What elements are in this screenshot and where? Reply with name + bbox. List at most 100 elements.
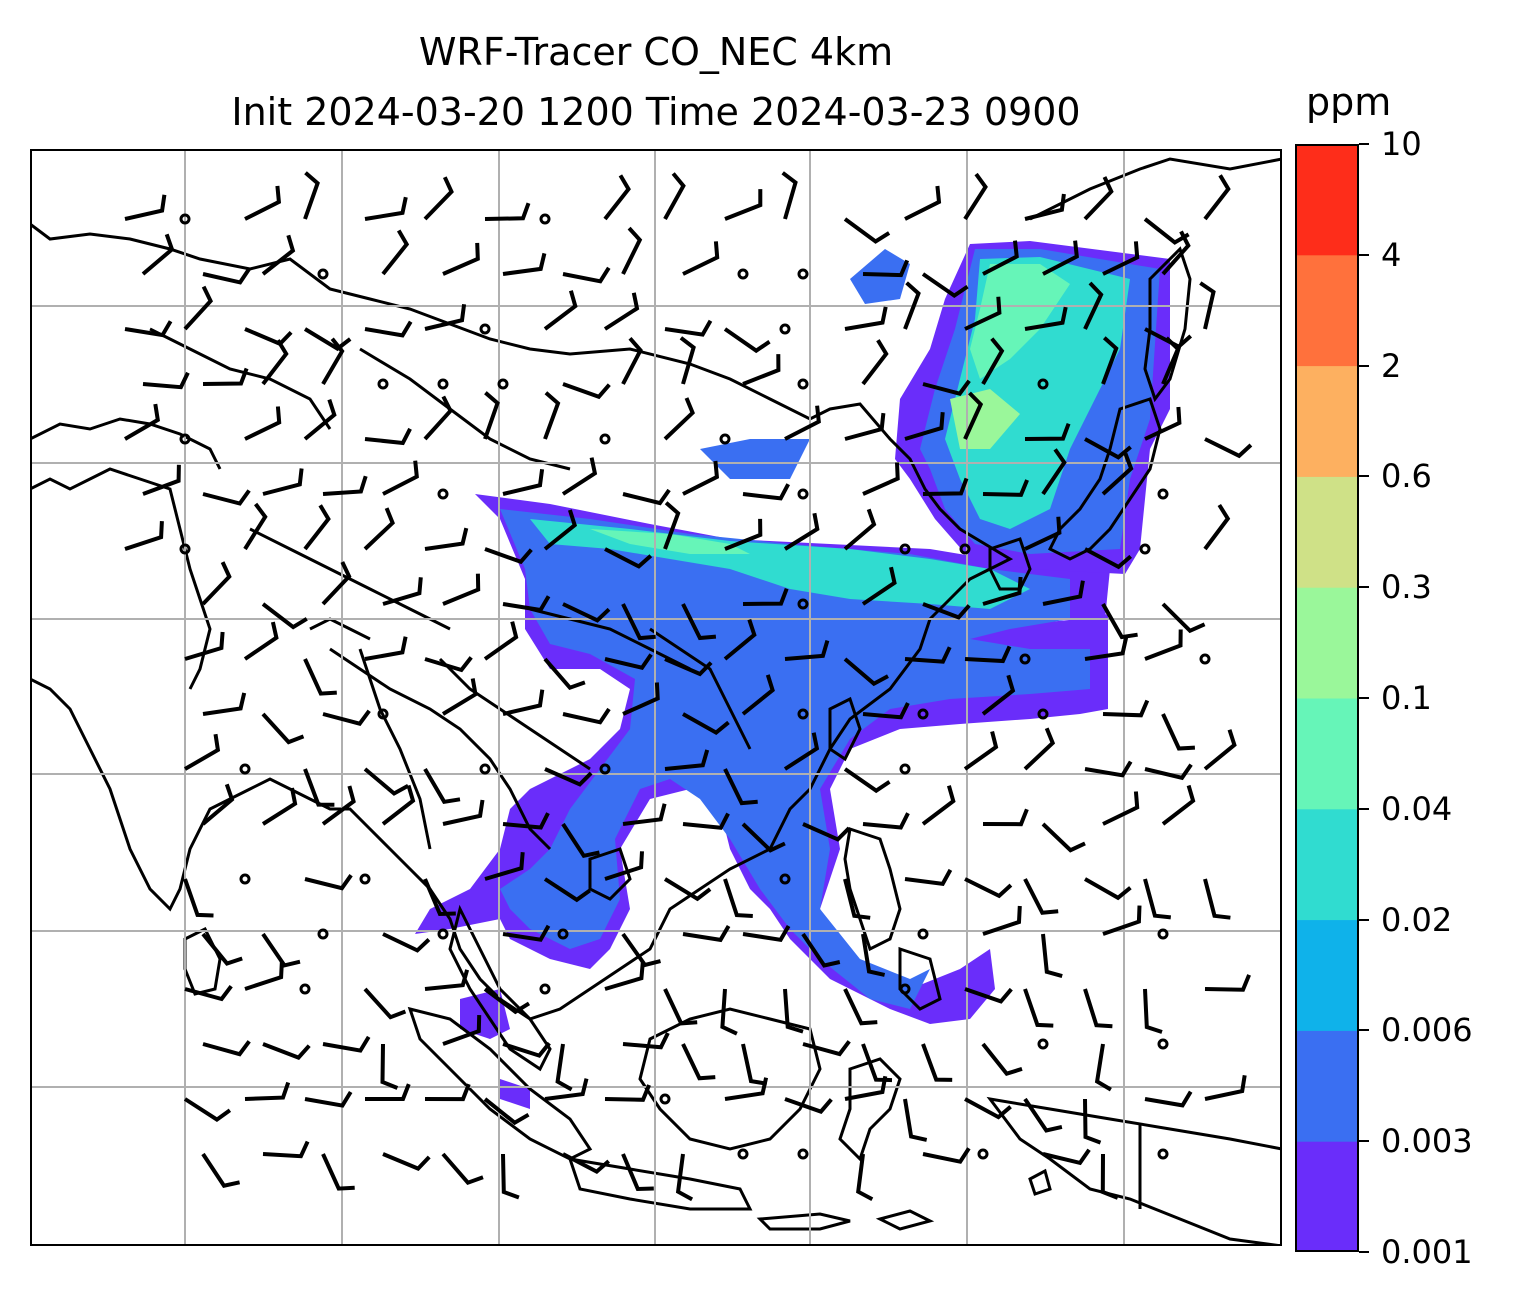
wind-barb (1024, 422, 1071, 441)
calm-wind-marker (797, 378, 809, 390)
wind-barb (1199, 281, 1216, 330)
colorbar-tick-mark (1359, 1140, 1369, 1143)
calm-wind-marker (899, 763, 911, 775)
colorbar-tick-label: 0.006 (1381, 1011, 1473, 1050)
colorbar-tick-mark (1359, 586, 1369, 589)
wind-barb (861, 339, 889, 386)
wind-barb (682, 241, 720, 276)
wind-barb (604, 851, 644, 881)
wind-barb (501, 1153, 520, 1200)
calm-wind-marker (359, 873, 371, 885)
wind-barb (364, 320, 413, 338)
wind-barb (664, 319, 713, 337)
wind-barb (183, 878, 214, 918)
wind-barb (261, 234, 296, 276)
wind-barb (922, 477, 969, 496)
wind-barb (621, 603, 656, 641)
wind-barb (904, 185, 942, 221)
wind-barb (483, 1097, 530, 1126)
wind-barb (201, 561, 232, 606)
wind-barb (982, 808, 1029, 827)
calm-wind-marker (239, 763, 251, 775)
calm-wind-marker (437, 928, 449, 940)
wind-barb (663, 397, 695, 441)
wind-barb (963, 391, 984, 440)
wind-barb (441, 678, 478, 716)
wind-barb (502, 595, 551, 613)
wind-barb (603, 174, 631, 221)
wind-barb (502, 689, 545, 716)
wind-barb (844, 412, 886, 441)
wind-barb (1143, 878, 1172, 920)
wind-barb (741, 1043, 768, 1086)
wind-barb (964, 296, 1002, 331)
colorbar-segment (1295, 919, 1359, 1031)
colorbar-tick-label: 0.001 (1381, 1233, 1473, 1271)
calm-wind-marker (779, 873, 791, 885)
wind-barb (202, 692, 247, 716)
wind-barb (442, 1015, 482, 1046)
wind-barb (1084, 760, 1133, 778)
wind-barb (1203, 878, 1231, 920)
wind-barb (1023, 727, 1056, 771)
colorbar-tick-label: 0.6 (1381, 457, 1432, 496)
wind-barb (844, 306, 888, 331)
wind-barb (382, 1152, 431, 1171)
wind-barb (483, 391, 500, 440)
wind-barb (364, 427, 412, 446)
calm-wind-marker (779, 323, 791, 335)
wind-barb (244, 406, 282, 441)
wind-barb (321, 1153, 355, 1191)
colorbar-tick-mark (1359, 364, 1369, 367)
wind-barb (544, 1078, 589, 1101)
wind-barb (183, 1097, 232, 1123)
wind-barb (562, 266, 611, 284)
wind-barb (424, 304, 467, 331)
colorbar-tick-label: 0.3 (1381, 568, 1432, 607)
title-line-2: Init 2024-03-20 1200 Time 2024-03-23 090… (231, 90, 1081, 134)
wind-barb (679, 336, 696, 385)
wind-barb (801, 932, 841, 968)
wind-barb (304, 874, 353, 891)
wind-barb (802, 822, 851, 842)
wind-barb (1102, 699, 1150, 718)
wind-barb (604, 962, 645, 991)
calm-wind-marker (377, 378, 389, 390)
tracer-concentration-field (415, 241, 1170, 1109)
calm-wind-marker (977, 1148, 989, 1160)
colorbar-tick-mark (1359, 697, 1369, 699)
wind-barb (982, 479, 1029, 497)
calm-wind-marker (479, 763, 491, 775)
wind-barb (1144, 327, 1193, 350)
calm-wind-marker (437, 488, 449, 500)
wind-barb (562, 707, 611, 725)
wind-barb (856, 1153, 874, 1202)
colorbar-tick-label: 0.1 (1381, 679, 1432, 717)
wind-barb (1101, 603, 1138, 640)
wind-barb (1144, 629, 1183, 661)
wind-barb (861, 933, 886, 977)
plume-north-strip (700, 439, 810, 479)
wind-barb (442, 242, 480, 276)
wind-barb (903, 1098, 928, 1142)
calm-wind-marker (737, 268, 749, 280)
wind-barb (861, 566, 897, 606)
wind-barb (742, 483, 790, 501)
wind-barb (381, 784, 416, 826)
calm-wind-marker (299, 983, 311, 995)
wind-barb (603, 292, 640, 331)
colorbar-tick-label: 0.02 (1381, 900, 1453, 939)
wind-barb (1161, 784, 1196, 826)
wind-barb (1024, 193, 1066, 221)
wind-barb (364, 196, 408, 221)
wind-barb (1083, 1098, 1102, 1145)
wind-barb (322, 709, 371, 726)
wind-barb (142, 371, 190, 390)
wind-barb (783, 732, 820, 771)
wind-barb (784, 1097, 833, 1114)
wind-barb (244, 185, 282, 221)
wind-barb (682, 924, 731, 943)
wind-barb (543, 877, 591, 903)
wind-barb (321, 337, 345, 386)
calm-wind-marker (179, 543, 191, 555)
